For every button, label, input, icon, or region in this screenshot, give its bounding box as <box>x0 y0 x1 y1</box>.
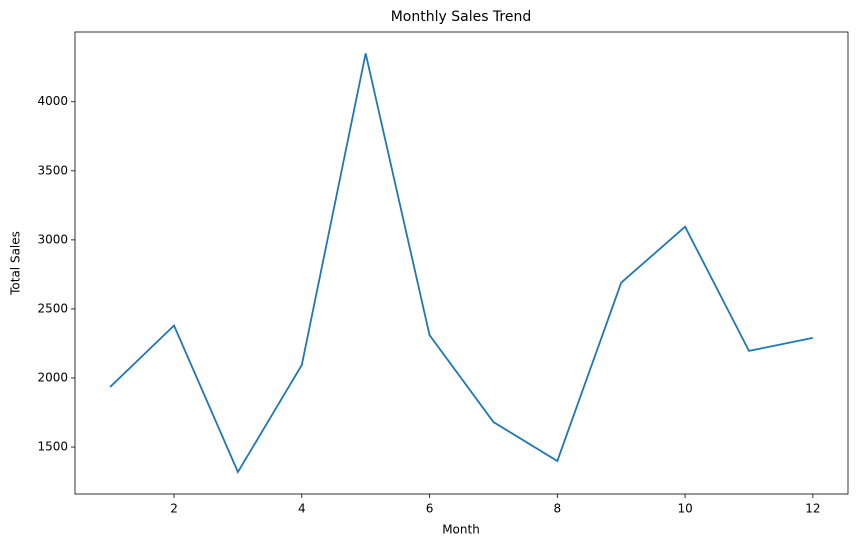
y-tick-label: 4000 <box>37 94 68 108</box>
y-tick-label: 1500 <box>37 440 68 454</box>
y-tick-label: 3000 <box>37 232 68 246</box>
y-tick-label: 2500 <box>37 301 68 315</box>
y-axis-label: Total Sales <box>9 231 23 296</box>
x-tick-label: 10 <box>677 502 692 516</box>
x-tick-label: 4 <box>298 502 306 516</box>
y-tick-label: 2000 <box>37 370 68 384</box>
y-tick-label: 3500 <box>37 163 68 177</box>
x-axis-label: Month <box>442 523 480 537</box>
plot-frame <box>74 31 849 495</box>
x-tick-label: 8 <box>554 502 562 516</box>
data-line <box>109 53 814 475</box>
chart-title: Monthly Sales Trend <box>391 9 532 25</box>
x-tick-label: 6 <box>426 502 434 516</box>
x-tick-label: 2 <box>170 502 178 516</box>
x-tick-label: 12 <box>805 502 820 516</box>
